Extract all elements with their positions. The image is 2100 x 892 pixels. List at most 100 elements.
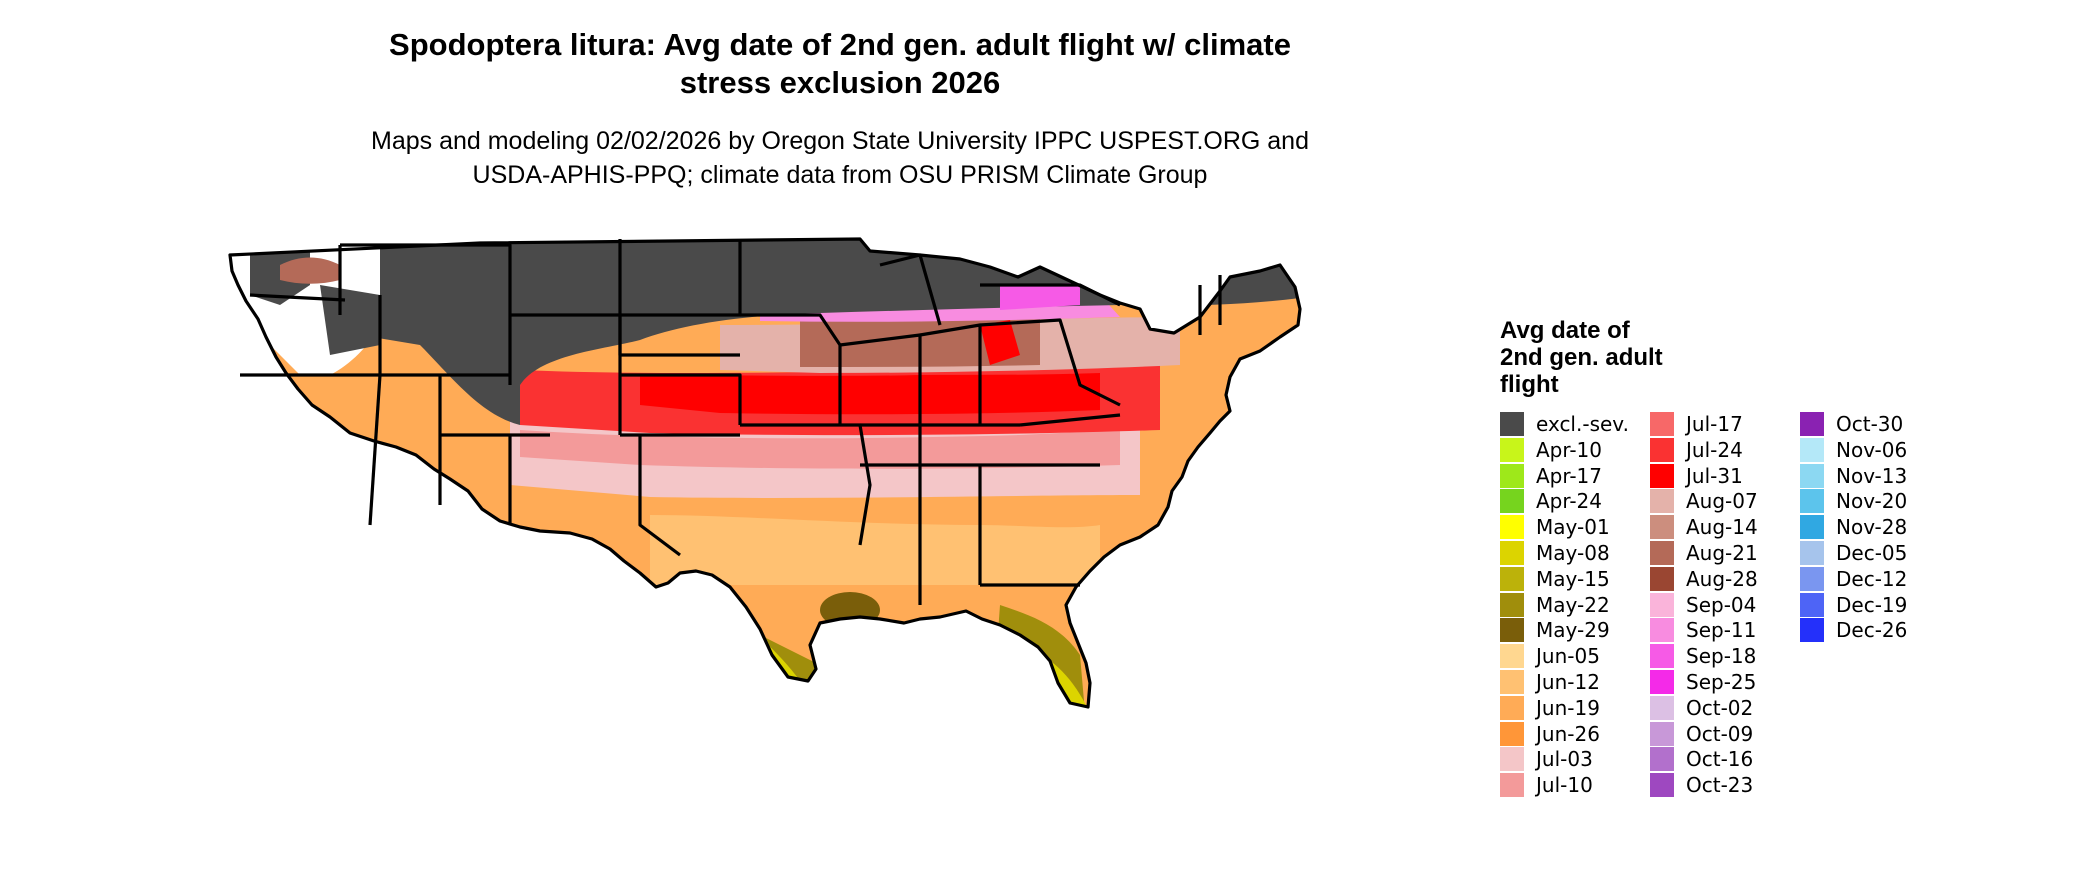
legend-swatch <box>1500 592 1524 617</box>
legend-swatch <box>1500 412 1524 436</box>
legend-label: Oct-30 <box>1836 412 1904 436</box>
legend-label: May-29 <box>1536 618 1610 643</box>
map-title-line-1: Spodoptera litura: Avg date of 2nd gen. … <box>389 27 1291 62</box>
state-boundaries <box>228 237 1302 709</box>
map-subtitle: Maps and modeling 02/02/2026 by Oregon S… <box>250 124 1430 192</box>
zone-arizona-olive <box>330 474 390 506</box>
legend-swatch <box>1800 515 1824 540</box>
zone-pnw-brown <box>280 257 340 284</box>
legend-label: Aug-14 <box>1686 515 1758 540</box>
map-fill-layer <box>230 239 1300 707</box>
legend-swatch <box>1650 566 1674 591</box>
zone-salmon-band <box>520 430 1120 469</box>
boundary-pa-ny <box>980 283 1121 307</box>
legend-swatch <box>1650 670 1674 694</box>
legend-label: Oct-09 <box>1686 721 1754 746</box>
legend-swatch <box>1650 644 1674 669</box>
legend-swatch <box>1650 437 1674 462</box>
legend-swatch <box>1800 592 1824 617</box>
legend-label: Apr-17 <box>1536 463 1602 488</box>
boundary-mn-ia-mo <box>740 313 842 425</box>
legend-swatch <box>1650 489 1674 514</box>
legend-swatch <box>1650 618 1674 643</box>
legend-swatch <box>1500 644 1524 669</box>
zone-northeast-magenta <box>1000 283 1080 310</box>
legend-label: Jun-12 <box>1536 670 1600 694</box>
legend-swatch <box>1800 463 1824 488</box>
legend-label: May-22 <box>1536 592 1610 617</box>
legend-swatch <box>1500 566 1524 591</box>
legend-swatch <box>1500 721 1524 746</box>
legend-swatch <box>1650 773 1674 798</box>
legend-label: Aug-21 <box>1686 541 1758 565</box>
boundary-mt <box>340 243 512 385</box>
legend-swatch <box>1500 541 1524 565</box>
legend-swatch <box>1500 695 1524 720</box>
legend-label: excl.-sev. <box>1536 412 1629 436</box>
boundary-ok-ar-la <box>740 423 872 546</box>
map-title: Spodoptera litura: Avg date of 2nd gen. … <box>250 26 1430 102</box>
legend-title-line-2: 2nd gen. adult <box>1500 344 1663 371</box>
legend-label: Jul-17 <box>1686 412 1743 436</box>
boundary-wa-or <box>249 293 346 302</box>
legend-swatch <box>1500 773 1524 798</box>
us-map <box>228 237 1302 709</box>
legend-label: Aug-07 <box>1686 489 1758 514</box>
legend-label: Oct-02 <box>1686 695 1754 720</box>
map-subtitle-line-1: Maps and modeling 02/02/2026 by Oregon S… <box>371 127 1309 155</box>
legend-swatch <box>1500 437 1524 462</box>
legend-swatch <box>1650 541 1674 565</box>
legend-swatch <box>1500 618 1524 643</box>
legend-swatch <box>1500 670 1524 694</box>
legend-label: Sep-11 <box>1686 618 1757 643</box>
map-subtitle-line-2: USDA-APHIS-PPQ; climate data from OSU PR… <box>472 161 1208 189</box>
boundary-co-ks <box>620 373 742 425</box>
legend-swatch <box>1500 747 1524 772</box>
legend-label: Jul-10 <box>1536 773 1593 798</box>
legend-label: Jun-05 <box>1536 644 1600 669</box>
zone-gulf-states-light-orange <box>650 515 1100 585</box>
legend-label: Jun-26 <box>1536 721 1600 746</box>
legend-label: Oct-16 <box>1686 747 1754 772</box>
legend-label: Apr-24 <box>1536 489 1602 514</box>
legend-label: Sep-04 <box>1686 592 1757 617</box>
legend-label: Dec-26 <box>1836 618 1908 643</box>
legend-swatch <box>1650 721 1674 746</box>
legend-swatch <box>1800 566 1824 591</box>
legend-swatch <box>1500 489 1524 514</box>
boundary-ca-nv <box>368 374 382 526</box>
legend-label: Oct-23 <box>1686 773 1754 798</box>
legend-label: Aug-28 <box>1686 566 1758 591</box>
legend-label: Sep-25 <box>1686 670 1757 694</box>
legend-label: Sep-18 <box>1686 644 1757 669</box>
boundary-sd-ne <box>618 315 740 357</box>
boundary-oh-wv-va <box>979 318 1121 407</box>
legend-label: Nov-28 <box>1836 515 1908 540</box>
legend-label: Jun-19 <box>1536 695 1600 720</box>
legend-label: May-08 <box>1536 541 1610 565</box>
zone-florida-green <box>1040 685 1086 707</box>
zone-west-grey-patch-2 <box>320 285 380 355</box>
boundary-nd <box>618 239 742 317</box>
map-title-line-2: stress exclusion 2026 <box>679 65 1001 100</box>
zone-midatlantic-red <box>980 320 1020 365</box>
legend-label: Jul-24 <box>1686 437 1743 462</box>
boundary-wi-mi <box>879 253 942 326</box>
legend-label: May-01 <box>1536 515 1610 540</box>
legend-title-line-1: Avg date of <box>1500 317 1630 344</box>
legend-swatch <box>1650 463 1674 488</box>
legend-swatch <box>1500 463 1524 488</box>
legend-swatch <box>1800 437 1824 462</box>
legend-label: Jul-31 <box>1686 463 1743 488</box>
boundary-tx-west <box>638 435 681 557</box>
zone-bright-red-band <box>640 373 1100 415</box>
legend-title-line-3: flight <box>1500 371 1559 398</box>
legend-label: Dec-05 <box>1836 541 1908 565</box>
legend-label: Dec-12 <box>1836 566 1908 591</box>
legend-swatch <box>1650 592 1674 617</box>
legend-label: Dec-19 <box>1836 592 1908 617</box>
legend-title: Avg date of 2nd gen. adult flight <box>1500 317 1663 398</box>
legend-label: Jul-03 <box>1536 747 1593 772</box>
legend-swatch <box>1650 515 1674 540</box>
legend-label: Nov-20 <box>1836 489 1908 514</box>
